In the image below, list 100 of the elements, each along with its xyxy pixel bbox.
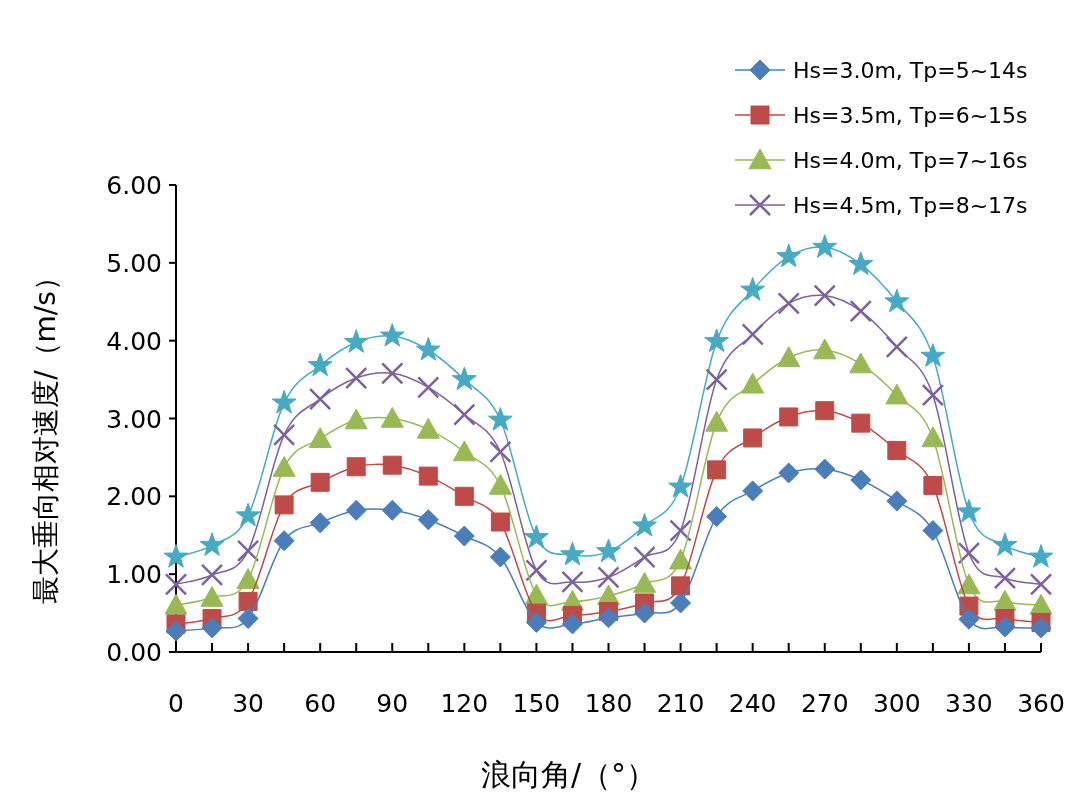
point [163,544,189,568]
point [236,568,260,589]
point [345,499,367,521]
point [813,284,836,307]
point [271,389,297,414]
point [308,427,332,449]
point [957,573,981,595]
x-tick-label: 120 [440,689,489,718]
point [236,539,260,563]
legend-label: Hs=3.5m, Tp=6~15s [793,103,1028,128]
point [309,512,331,534]
legend-label: Hs=3.0m, Tp=5~14s [793,58,1028,83]
point [273,530,295,552]
point [525,559,548,582]
point [849,352,873,374]
point [418,466,438,486]
x-tick-label: 240 [728,689,777,718]
point [200,563,224,587]
x-tick-label: 300 [872,689,921,718]
point [417,376,440,399]
point [993,589,1017,611]
point [453,525,475,547]
point [598,607,619,629]
legend-label: Hs=4.5m, Tp=8~17s [793,193,1028,218]
point [671,576,691,596]
point [848,251,874,275]
point [165,620,187,642]
point [923,475,943,495]
x-tick-label: 60 [304,689,337,718]
x-tick-label: 180 [584,689,633,718]
legend-label: Hs=4.0m, Tp=7~16s [793,148,1028,173]
point [922,520,944,542]
point [272,456,296,477]
x-tick-label: 30 [232,689,264,718]
point [850,469,872,491]
y-tick-label: 2.00 [106,482,162,512]
point [777,292,800,315]
point [886,490,908,512]
point [525,611,547,633]
point [669,519,692,542]
point [740,277,766,301]
point [885,335,909,359]
point [741,323,764,346]
point [344,366,368,390]
point [849,299,873,323]
y-tick-label: 0.00 [106,638,162,667]
y-tick-label: 3.00 [106,404,162,434]
point [705,368,728,391]
point [380,407,404,428]
point [343,329,369,353]
point [992,532,1018,556]
point [632,512,657,537]
point [813,338,837,360]
point [1029,573,1053,596]
point [201,617,223,639]
point [453,403,476,426]
point [814,458,836,480]
x-tick-label: 360 [1017,689,1065,718]
point [164,573,188,596]
point [815,401,835,421]
point [524,524,549,549]
point [560,541,585,566]
x-tick-label: 150 [512,689,561,718]
point [488,473,512,495]
point [705,410,729,432]
point [199,532,225,556]
x-tick-label: 330 [945,689,993,718]
point [454,486,474,506]
point [308,387,332,411]
point [778,462,800,484]
point [272,423,296,447]
point [490,512,510,532]
point [346,457,366,477]
point [704,328,730,353]
point [706,506,728,528]
point [1028,544,1054,568]
x-tick-label: 0 [168,689,184,718]
y-tick-label: 1.00 [106,560,162,590]
point [238,591,258,611]
point [452,440,476,462]
point [235,502,261,527]
point [416,417,440,439]
point [668,473,693,498]
point [310,472,330,492]
point [920,343,946,367]
point [669,548,693,570]
point [779,407,799,427]
point [274,495,294,515]
point [451,366,477,391]
point [1029,593,1053,615]
point [164,593,188,615]
point [597,566,620,589]
point [921,383,945,407]
point [381,362,404,385]
point [921,426,945,448]
point [1030,617,1052,639]
point [415,337,441,361]
point [958,608,980,630]
point [887,440,907,460]
point [633,545,656,569]
